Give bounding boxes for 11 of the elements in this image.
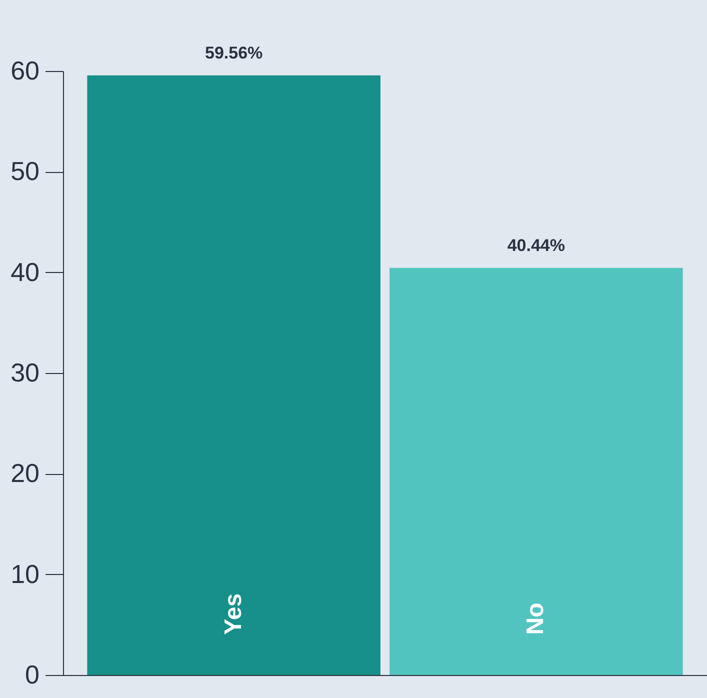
- data-label: 59.56%: [204, 43, 263, 62]
- x-tick-label: No: [522, 602, 550, 635]
- y-tick-label: 40: [10, 256, 40, 287]
- y-tick-label: 0: [25, 660, 40, 690]
- y-tick-label: 10: [10, 558, 40, 589]
- x-tick-label: Yes: [220, 593, 247, 635]
- y-tick-label: 60: [10, 56, 40, 86]
- y-tick-label: 20: [10, 458, 40, 488]
- y-tick-label: 50: [10, 156, 40, 186]
- data-label: 40.44%: [507, 236, 566, 255]
- y-tick-label: 30: [10, 358, 40, 388]
